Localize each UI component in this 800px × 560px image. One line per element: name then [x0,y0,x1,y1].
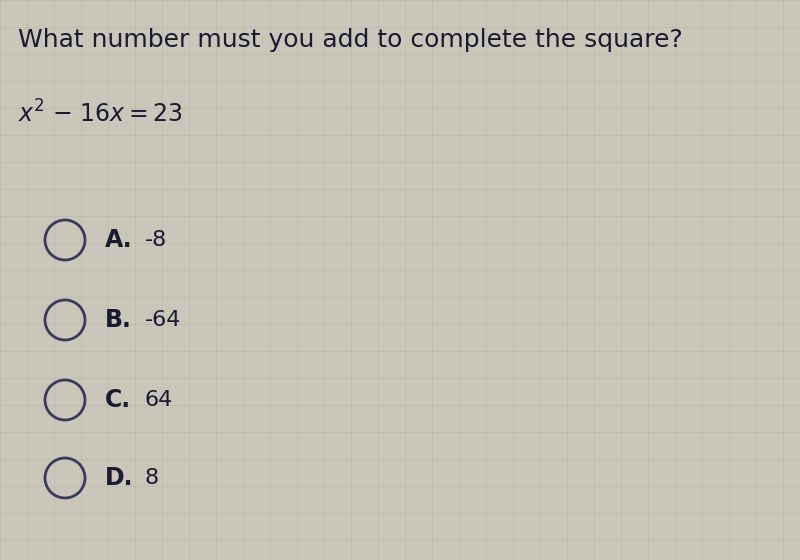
Text: D.: D. [105,466,134,490]
Text: 8: 8 [145,468,159,488]
Text: -8: -8 [145,230,167,250]
Text: -64: -64 [145,310,182,330]
Text: 64: 64 [145,390,174,410]
Text: B.: B. [105,308,132,332]
Text: C.: C. [105,388,131,412]
Text: What number must you add to complete the square?: What number must you add to complete the… [18,28,682,52]
Text: $x^2$ $-$ $16x = 23$: $x^2$ $-$ $16x = 23$ [18,100,183,127]
Text: A.: A. [105,228,133,252]
